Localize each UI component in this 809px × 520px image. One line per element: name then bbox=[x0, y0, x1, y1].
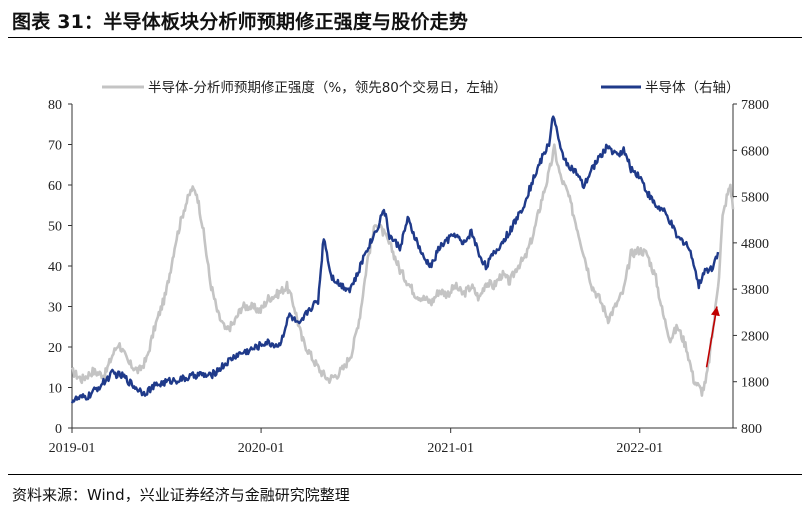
left-tick-label: 30 bbox=[48, 301, 62, 316]
annotation-arrow-shaft bbox=[705, 306, 718, 368]
right-tick-label: 2800 bbox=[741, 329, 769, 344]
left-tick-label: 0 bbox=[55, 422, 62, 437]
right-tick-label: 6800 bbox=[741, 144, 769, 159]
right-tick-label: 3800 bbox=[741, 283, 769, 298]
left-tick-label: 20 bbox=[48, 341, 62, 356]
chart-annotations bbox=[705, 306, 720, 368]
right-tick-label: 5800 bbox=[741, 191, 769, 206]
left-tick-label: 70 bbox=[48, 139, 62, 154]
chart-figure-title: 图表 31：半导体板块分析师预期修正强度与股价走势 bbox=[12, 11, 469, 33]
x-tick-label: 2022-01 bbox=[616, 441, 663, 456]
left-tick-label: 60 bbox=[48, 179, 62, 194]
annotation-arrow-head bbox=[710, 306, 720, 317]
forecast-revision-line bbox=[71, 143, 735, 397]
legend-label-semi: 半导体（右轴） bbox=[645, 80, 740, 96]
chart-legend: 半导体-分析师预期修正强度（%，领先80个交易日，左轴） 半导体（右轴） bbox=[102, 79, 740, 96]
semiconductor-index-line bbox=[70, 115, 720, 404]
left-tick-label: 50 bbox=[48, 220, 62, 235]
right-tick-label: 1800 bbox=[741, 376, 769, 391]
right-tick-label: 7800 bbox=[741, 98, 769, 113]
chart-canvas: 0 10 20 30 40 50 60 70 80 800 1800 2800 3800 4800 5800… bbox=[48, 79, 769, 456]
chart-tick-labels: 0 10 20 30 40 50 60 70 80 800 1800 2800 3800 4800 5800… bbox=[48, 98, 769, 456]
right-tick-label: 800 bbox=[741, 422, 762, 437]
x-tick-label: 2020-01 bbox=[238, 441, 285, 456]
left-tick-label: 40 bbox=[48, 260, 62, 275]
right-tick-label: 4800 bbox=[741, 237, 769, 252]
title-divider bbox=[8, 37, 802, 38]
chart-axes bbox=[68, 103, 737, 433]
source-note: 资料来源：Wind，兴业证券经济与金融研究院整理 bbox=[12, 486, 350, 504]
x-tick-label: 2019-01 bbox=[49, 441, 96, 456]
left-tick-label: 10 bbox=[48, 382, 62, 397]
legend-label-forecast: 半导体-分析师预期修正强度（%，领先80个交易日，左轴） bbox=[148, 79, 507, 96]
x-tick-label: 2021-01 bbox=[427, 441, 474, 456]
left-tick-label: 80 bbox=[48, 98, 62, 113]
source-divider bbox=[8, 474, 802, 475]
chart-series-group bbox=[70, 115, 735, 404]
